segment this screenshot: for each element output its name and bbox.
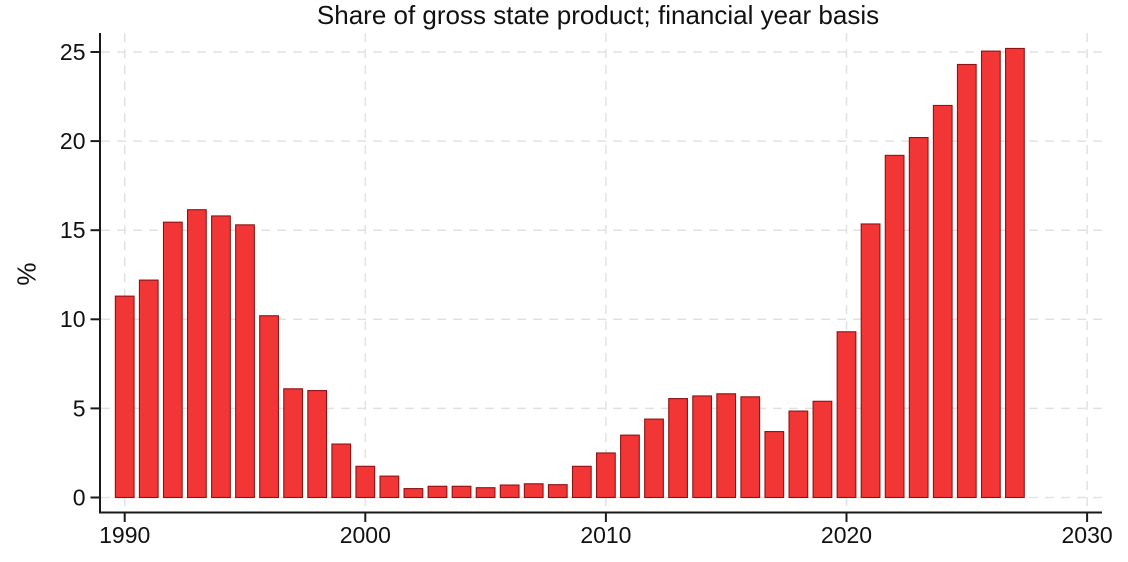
svg-text:10: 10 [60,306,86,332]
svg-text:2020: 2020 [821,522,872,548]
svg-text:0: 0 [73,484,86,510]
svg-text:25: 25 [60,39,86,65]
svg-text:%: % [12,262,42,285]
svg-text:2000: 2000 [340,522,391,548]
svg-text:2030: 2030 [1062,522,1113,548]
svg-text:15: 15 [60,217,86,243]
svg-text:Share of gross state product;: Share of gross state product; financial … [317,0,879,30]
svg-text:5: 5 [73,395,86,421]
svg-text:2010: 2010 [580,522,631,548]
svg-text:20: 20 [60,128,86,154]
svg-text:1990: 1990 [99,522,150,548]
